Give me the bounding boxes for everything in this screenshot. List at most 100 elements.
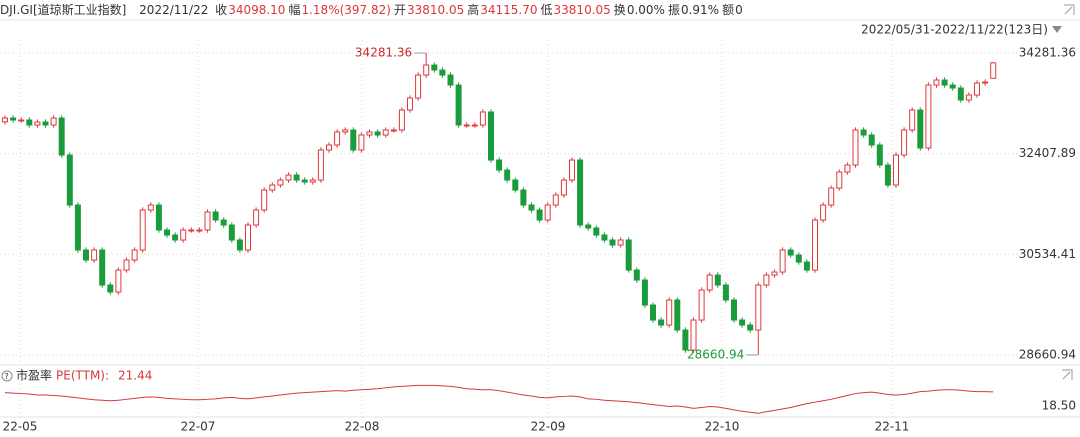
candle-body xyxy=(536,209,543,221)
candle-body xyxy=(301,179,308,183)
date-range[interactable]: 2022/05/31-2022/11/22(123日) xyxy=(861,23,1048,37)
field-value: 0.91% xyxy=(680,3,720,17)
candle-body xyxy=(366,131,373,136)
candle-body xyxy=(528,204,535,211)
candle-body xyxy=(901,129,908,156)
candle-body xyxy=(917,109,924,149)
candle-body xyxy=(544,204,551,221)
candle-body xyxy=(83,249,89,261)
expand-icon[interactable] xyxy=(1062,369,1073,380)
field-label: 额 xyxy=(722,3,735,17)
help-icon[interactable] xyxy=(1,370,13,382)
candle-body xyxy=(836,171,843,189)
symbol[interactable]: DJI.GI[道琼斯工业指数] xyxy=(0,3,127,17)
field-label: 低 xyxy=(540,3,553,17)
candle-body xyxy=(212,211,219,221)
candle-body xyxy=(601,234,608,241)
candle-body xyxy=(471,124,478,127)
candle-body xyxy=(479,111,486,126)
x-tick-label: 22-11 xyxy=(875,420,910,434)
candle-body xyxy=(739,319,746,326)
candle-body xyxy=(204,211,211,231)
candle-body xyxy=(593,227,600,236)
candle-body xyxy=(763,274,770,286)
y-tick-label: 34281.36 xyxy=(1019,45,1076,59)
pe-title: 市盈率 xyxy=(16,368,52,383)
candle-body xyxy=(868,134,875,146)
candle-body xyxy=(415,74,422,99)
pe-name: PE(TTM): xyxy=(56,369,109,383)
candle-body xyxy=(755,284,762,331)
x-tick-label: 22-08 xyxy=(345,420,380,434)
candle-body xyxy=(228,224,235,241)
candle-body xyxy=(390,129,397,132)
x-tick-label: 22-05 xyxy=(3,420,38,434)
y-tick-label: 30534.41 xyxy=(1019,247,1076,261)
annotation-label: 28660.94 xyxy=(687,348,744,362)
candle-body xyxy=(50,117,57,126)
candle-body xyxy=(609,239,616,246)
candle-body xyxy=(933,79,940,86)
field-label: 换 xyxy=(613,3,626,17)
field-label: 开 xyxy=(393,3,406,17)
candle-body xyxy=(803,261,810,271)
candle-body xyxy=(974,82,980,96)
field-value: 1.18%(397.82) xyxy=(301,3,391,17)
candle-body xyxy=(18,119,25,122)
candle-body xyxy=(949,84,956,89)
candle-body xyxy=(957,87,964,101)
candle-body xyxy=(488,111,494,161)
candle-body xyxy=(876,144,883,166)
candle-body xyxy=(512,179,519,191)
candle-body xyxy=(180,229,187,241)
candle-body xyxy=(706,274,713,291)
candle-body xyxy=(66,154,73,206)
candle-body xyxy=(139,209,146,251)
candle-body xyxy=(893,154,899,186)
candle-body xyxy=(779,249,786,273)
candle-body xyxy=(245,224,251,251)
candle-body xyxy=(909,109,916,131)
candle-body xyxy=(155,204,162,231)
x-tick-label: 22-09 xyxy=(531,420,566,434)
candle-body xyxy=(552,194,559,206)
candle-body xyxy=(698,289,705,321)
candle-body xyxy=(771,271,778,276)
candle-body xyxy=(293,174,300,181)
candle-body xyxy=(115,269,122,293)
candle-body xyxy=(236,239,243,251)
candle-body xyxy=(787,249,794,256)
field-value: 33810.05 xyxy=(406,3,465,17)
candle-body xyxy=(26,119,33,126)
candle-body xyxy=(358,134,365,151)
candle-body xyxy=(674,299,681,331)
candle-body xyxy=(747,324,754,331)
candle-body xyxy=(285,174,292,181)
candle-body xyxy=(860,129,867,136)
candle-body xyxy=(398,109,405,131)
candle-body xyxy=(10,117,17,121)
pe-line xyxy=(4,384,994,414)
candle-body xyxy=(407,97,413,111)
candle-body xyxy=(439,69,446,76)
dropdown-icon[interactable] xyxy=(1052,26,1062,33)
y-tick-label: 18.50 xyxy=(1042,399,1076,413)
candle-body xyxy=(131,249,138,261)
candle-body xyxy=(828,187,835,206)
candle-body xyxy=(658,319,665,326)
candle-body xyxy=(261,189,268,211)
candle-body xyxy=(504,169,511,181)
candle-body xyxy=(666,299,673,326)
candle-body xyxy=(577,159,584,226)
y-tick-label: 28660.94 xyxy=(1019,348,1076,362)
candle-body xyxy=(74,204,81,251)
expand-icon[interactable] xyxy=(1064,4,1075,15)
y-tick-label: 32407.89 xyxy=(1019,146,1076,160)
help-glyph: ? xyxy=(5,372,9,381)
candle-body xyxy=(690,319,697,351)
field-label: 收 xyxy=(215,3,228,17)
field-value: 34098.10 xyxy=(228,3,286,17)
candle-body xyxy=(844,164,851,173)
candle-body xyxy=(447,74,454,86)
